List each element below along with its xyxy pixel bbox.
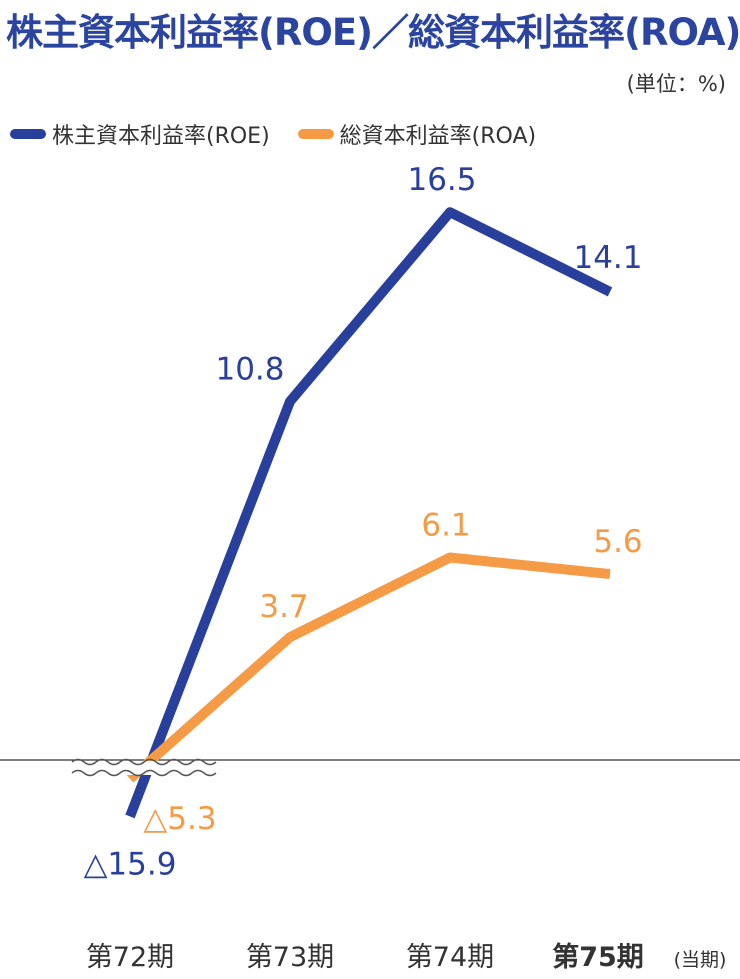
series-line-roa — [126, 552, 611, 783]
legend: 株主資本利益率(ROE) 総資本利益率(ROA) — [10, 118, 564, 150]
series-line-roe — [125, 207, 613, 819]
data-label-roe: 16.5 — [407, 162, 476, 198]
data-label-roa: 6.1 — [421, 507, 470, 543]
legend-swatch-roa — [297, 129, 334, 139]
legend-swatch-roe — [10, 129, 46, 139]
axis-break-gap — [72, 761, 218, 775]
unit-label: (単位：%) — [626, 72, 726, 96]
axis-break-mark — [71, 758, 217, 766]
legend-item-roe: 株主資本利益率(ROE) — [10, 118, 270, 150]
chart-title: 株主資本利益率(ROE)／総資本利益率(ROA) — [6, 11, 740, 54]
x-tick-label: 第72期 — [86, 942, 174, 973]
data-label-roe: 10.8 — [215, 351, 284, 387]
x-tick-suffix: (当期) — [674, 949, 727, 971]
legend-label-roe: 株主資本利益率(ROE) — [52, 124, 270, 149]
data-label-roe: 14.1 — [573, 240, 642, 276]
x-tick-label: 第75期 — [552, 941, 644, 973]
legend-item-roa: 総資本利益率(ROA) — [297, 118, 537, 150]
data-label-roa: △5.3 — [143, 801, 216, 837]
legend-label-roa: 総資本利益率(ROA) — [339, 124, 537, 149]
x-tick-label: 第73期 — [246, 942, 334, 973]
data-label-roe: △15.9 — [84, 846, 177, 882]
x-tick-label: 第74期 — [406, 942, 494, 973]
data-label-roa: 5.6 — [593, 524, 642, 560]
axis-break-mark — [71, 769, 217, 777]
data-label-roa: 3.7 — [259, 589, 308, 625]
